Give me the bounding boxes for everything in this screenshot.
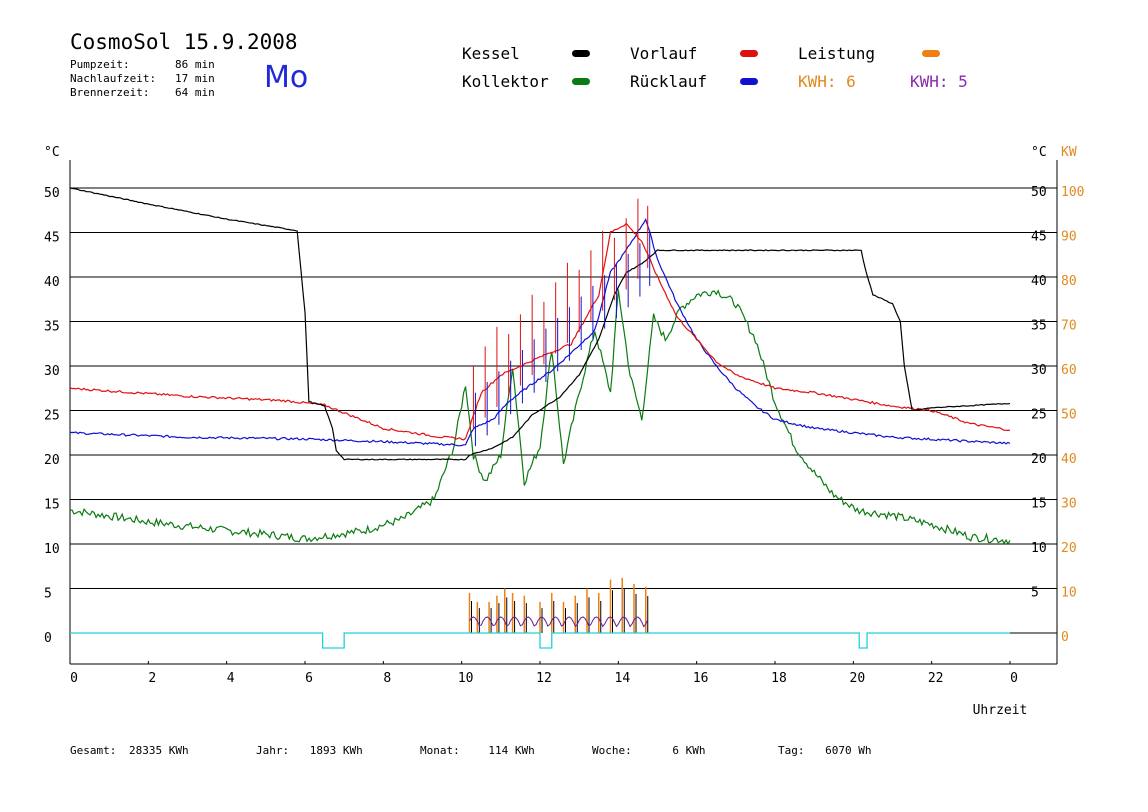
y-tick-label-right: 5 [1031, 586, 1039, 601]
y-tick-label-kw: 70 [1061, 319, 1077, 334]
stat-brennerzeit: Brennerzeit: 64 min [70, 86, 215, 99]
footer-label: Tag: [778, 744, 805, 757]
legend-vorlauf: Vorlauf [630, 44, 698, 63]
footer-label: Monat: [420, 744, 460, 757]
y-tick-label-right: 10 [1031, 541, 1047, 556]
stat-pumpzeit: Pumpzeit: 86 min [70, 58, 215, 71]
y-tick-label-kw: 50 [1061, 408, 1077, 423]
legend-swatch-vorlauf [740, 50, 758, 57]
y-axis-unit-right: °C [1031, 145, 1047, 160]
stat-value: 17 min [175, 72, 215, 85]
y-tick-label-right: 25 [1031, 408, 1047, 423]
y-tick-label-right: 30 [1031, 363, 1047, 378]
x-tick-label: 20 [850, 671, 866, 686]
y-tick-label-kw: 40 [1061, 452, 1077, 467]
y-tick-label-right: 20 [1031, 452, 1047, 467]
legend-swatch-kollektor [572, 78, 590, 85]
x-tick-label: 16 [693, 671, 709, 686]
legend-kwh-1: KWH: 6 [798, 72, 856, 91]
y-tick-label-right: 45 [1031, 230, 1047, 245]
power-curve-purple [469, 616, 649, 628]
y-axis-unit-kw: KW [1061, 145, 1077, 160]
stat-value: 64 min [175, 86, 215, 99]
footer-value: 28335 KWh [128, 744, 189, 757]
stat-label: Nachlaufzeit: [70, 72, 157, 85]
y-tick-label-kw: 30 [1061, 497, 1077, 512]
y-tick-label-left: 20 [44, 453, 60, 468]
footer-label: Jahr: [256, 744, 290, 757]
x-tick-label: 18 [771, 671, 787, 686]
y-tick-label-left: 10 [44, 542, 60, 557]
y-tick-label-left: 0 [44, 631, 52, 646]
y-tick-label-kw: 60 [1061, 363, 1077, 378]
x-tick-label: 8 [383, 671, 391, 686]
footer-gesamt: Gesamt: 28335 KWh [70, 744, 189, 757]
x-tick-label: 22 [928, 671, 944, 686]
y-tick-label-left: 50 [44, 186, 60, 201]
x-tick-label: 14 [615, 671, 631, 686]
series-vorlauf [69, 222, 1011, 441]
y-tick-label-left: 15 [44, 498, 60, 513]
footer-label: Gesamt: [70, 744, 117, 757]
weekday-label: Mo [264, 60, 309, 95]
footer-value: 6070 Wh [825, 744, 872, 757]
x-tick-label: 0 [1010, 671, 1018, 686]
stat-label: Pumpzeit: [70, 58, 130, 71]
pump-line [70, 632, 1010, 649]
stat-label: Brennerzeit: [70, 86, 150, 99]
footer-monat: Monat: 114 KWh [420, 744, 535, 757]
y-tick-label-left: 25 [44, 409, 60, 424]
footer-value: 114 KWh [488, 744, 535, 757]
y-tick-label-kw: 90 [1061, 230, 1077, 245]
legend-ruecklauf: Rücklauf [630, 72, 708, 91]
legend-leistung: Leistung [798, 44, 876, 63]
series-kollektor [69, 289, 1011, 546]
series-kessel [69, 187, 1011, 461]
x-tick-label: 2 [148, 671, 156, 686]
footer-woche: Woche: 6 KWh [592, 744, 706, 757]
series-ruecklauf [69, 217, 1011, 447]
legend-kessel: Kessel [462, 44, 520, 63]
y-tick-label-left: 35 [44, 320, 60, 335]
footer-label: Woche: [592, 744, 632, 757]
footer-jahr: Jahr: 1893 KWh [256, 744, 363, 757]
y-tick-label-kw: 10 [1061, 586, 1077, 601]
footer-value: 6 KWh [672, 744, 706, 757]
legend-kollektor: Kollektor [462, 72, 549, 91]
stat-nachlaufzeit: Nachlaufzeit: 17 min [70, 72, 215, 85]
y-tick-label-right: 40 [1031, 274, 1047, 289]
x-axis-label: Uhrzeit [973, 703, 1028, 718]
y-tick-label-kw: 80 [1061, 274, 1077, 289]
x-tick-label: 12 [536, 671, 552, 686]
legend-swatch-ruecklauf [740, 78, 758, 85]
y-tick-label-left: 40 [44, 275, 60, 290]
footer-value: 1893 KWh [309, 744, 363, 757]
y-tick-label-kw: 0 [1061, 630, 1069, 645]
legend-kwh-2: KWH: 5 [910, 72, 968, 91]
y-tick-label-left: 5 [44, 587, 52, 602]
chart-title: CosmoSol 15.9.2008 [70, 30, 298, 54]
x-tick-label: 0 [70, 671, 78, 686]
x-tick-label: 6 [305, 671, 313, 686]
y-tick-label-left: 45 [44, 231, 60, 246]
x-tick-label: 10 [458, 671, 474, 686]
y-tick-label-kw: 100 [1061, 185, 1084, 200]
x-tick-label: 4 [227, 671, 235, 686]
y-axis-unit-left: °C [44, 145, 60, 160]
y-tick-label-kw: 20 [1061, 541, 1077, 556]
legend-swatch-leistung [922, 50, 940, 57]
y-tick-label-right: 35 [1031, 319, 1047, 334]
y-tick-label-right: 15 [1031, 497, 1047, 512]
footer-tag: Tag: 6070 Wh [778, 744, 871, 757]
y-tick-label-right: 50 [1031, 185, 1047, 200]
stat-value: 86 min [175, 58, 215, 71]
y-tick-label-left: 30 [44, 364, 60, 379]
legend-swatch-kessel [572, 50, 590, 57]
